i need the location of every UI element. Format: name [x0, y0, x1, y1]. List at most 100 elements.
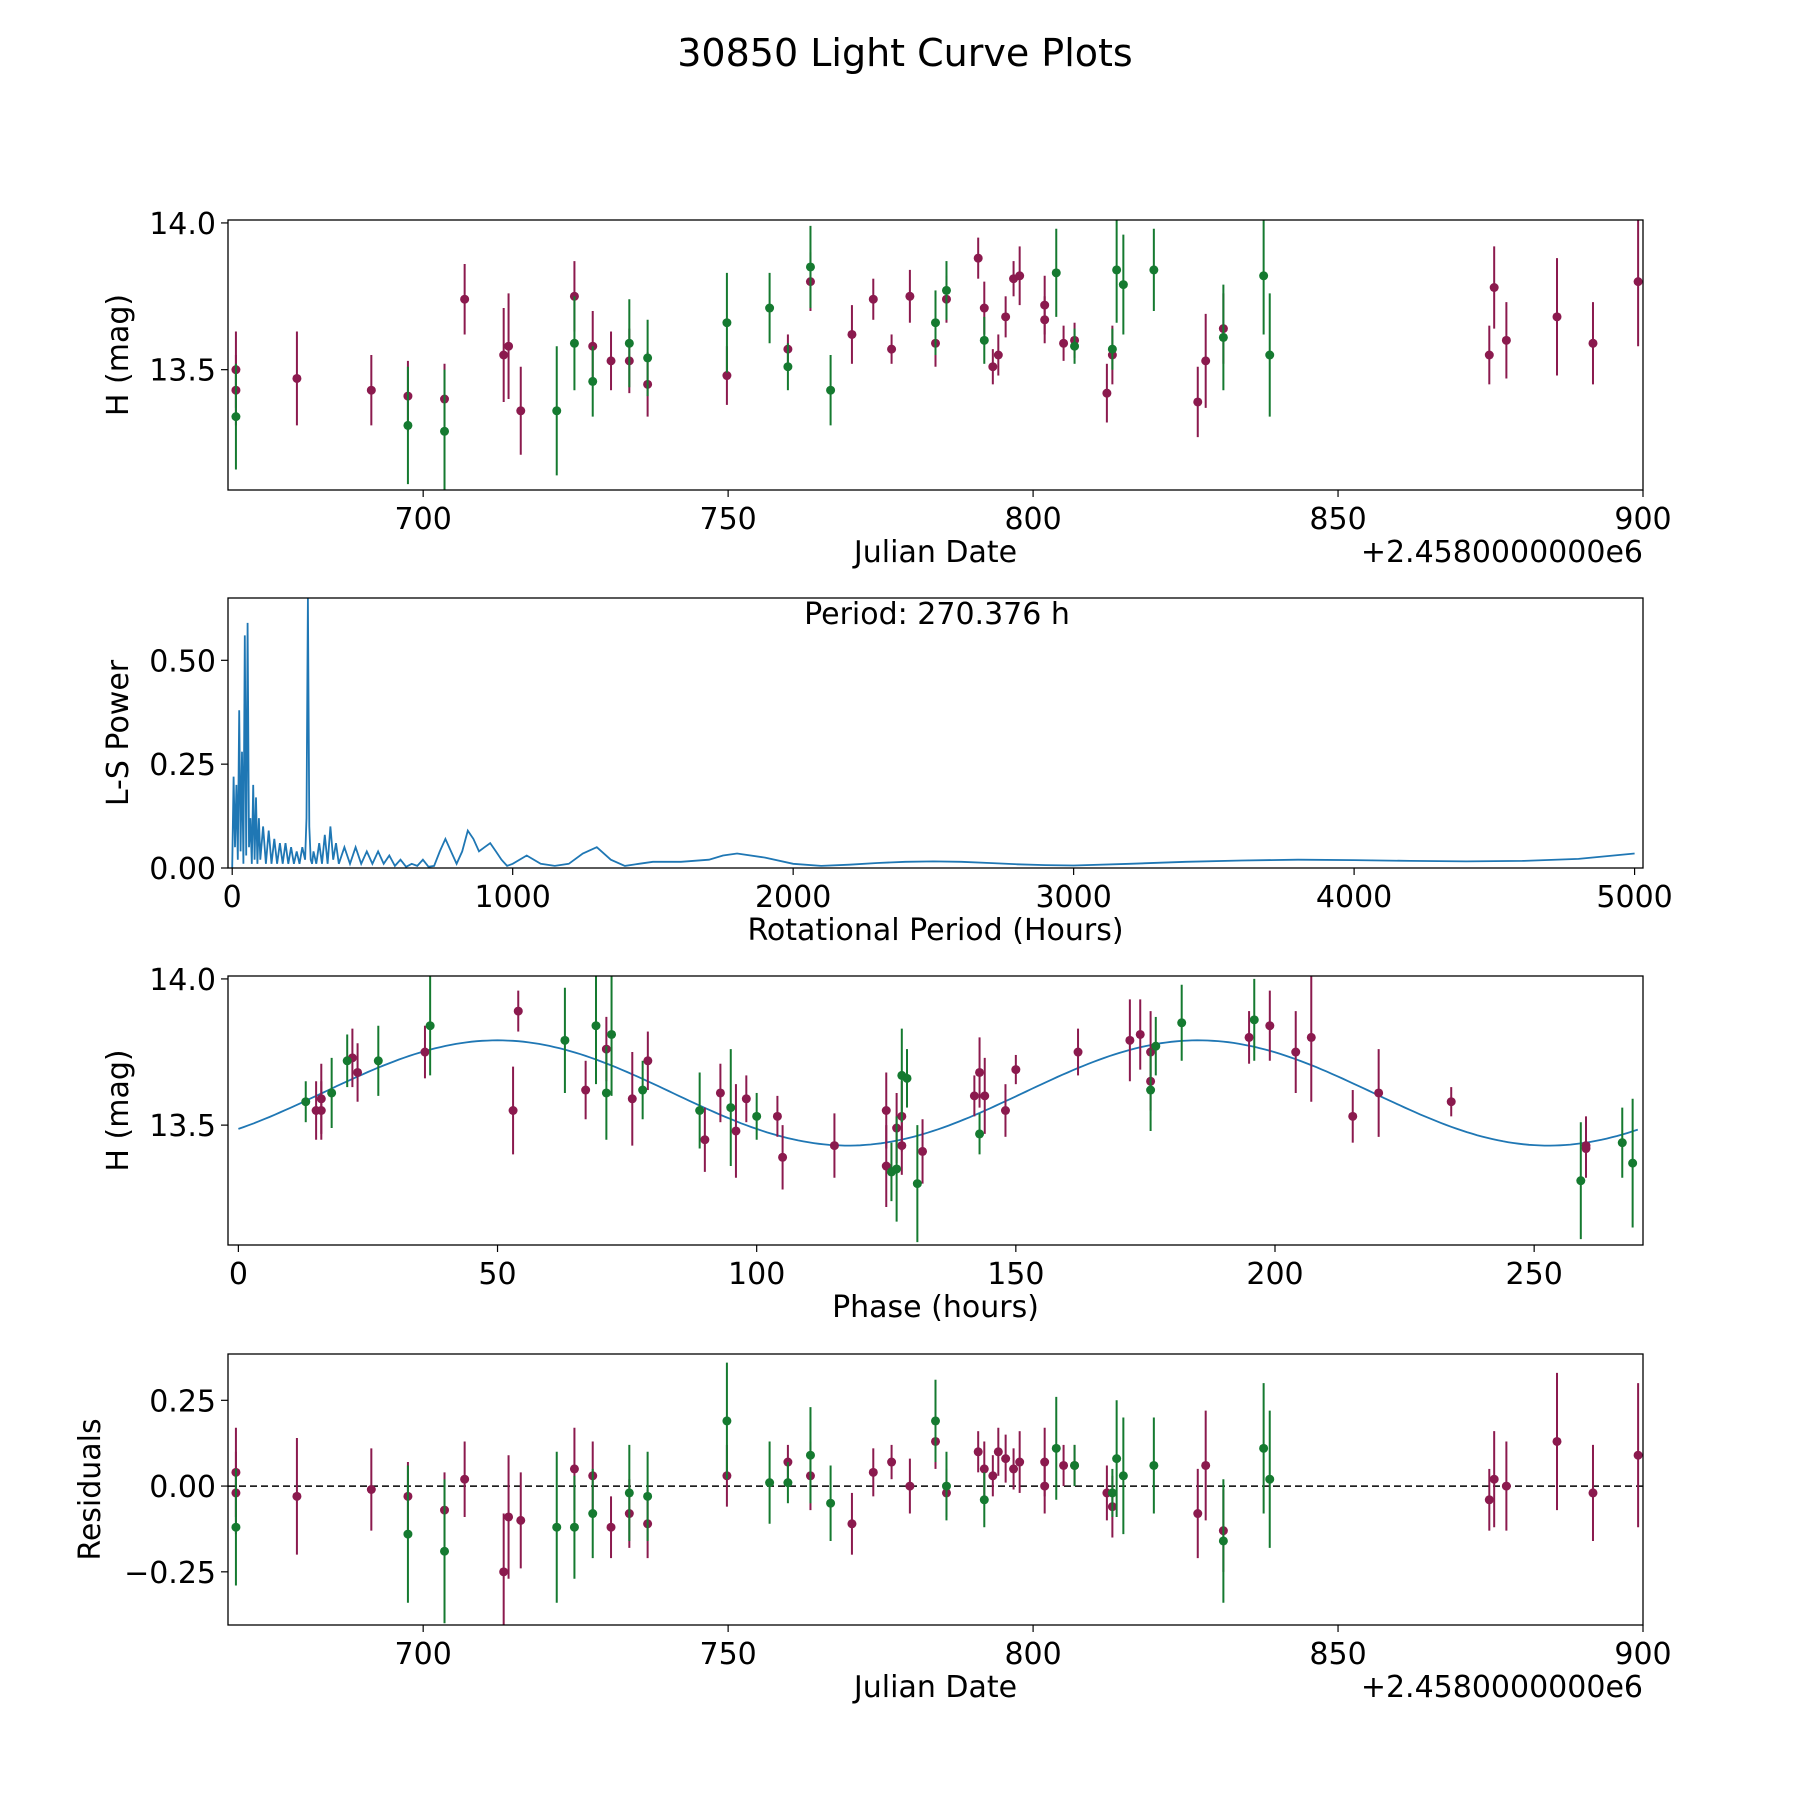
residuals-ytick-label: −0.25: [124, 1556, 216, 1591]
phasefold-point: [316, 1106, 326, 1115]
phasefold-point: [1073, 1047, 1083, 1057]
residuals-panel: 700 750 800 850 900 −0.25 0.00 0.25 Julian Date R…: [73, 1353, 1672, 1705]
lightcurve-xtick-label: 900: [1614, 502, 1671, 537]
phasefold-point: [1348, 1111, 1358, 1121]
lightcurve-point: [1149, 265, 1159, 275]
residuals-point: [569, 1522, 579, 1532]
lightcurve-point: [1059, 338, 1069, 348]
residuals-point: [1059, 1460, 1069, 1470]
phasefold-point: [902, 1073, 912, 1083]
phasefold-point: [513, 1006, 523, 1016]
lightcurve-point: [1552, 312, 1562, 322]
phasefold-xtick-label: 50: [478, 1257, 516, 1292]
lightcurve-ytick-label: 14.0: [149, 207, 216, 242]
lightcurve-point: [504, 341, 514, 351]
lightcurve-xtick-label: 700: [395, 502, 452, 537]
periodogram-xtick-label: 0: [223, 880, 242, 915]
phasefold-point: [353, 1067, 363, 1077]
residuals-data: [228, 1362, 1643, 1625]
lightcurve-point: [606, 356, 616, 366]
lightcurve-point: [1118, 280, 1128, 290]
lightcurve-frame: [227, 219, 1644, 491]
residuals-point: [1112, 1454, 1122, 1464]
phasefold-point: [918, 1146, 928, 1156]
lightcurve-xtick-label: 750: [699, 502, 756, 537]
lightcurve-point: [868, 294, 878, 304]
residuals-point: [1201, 1460, 1211, 1470]
periodogram-power-line: [231, 598, 1635, 868]
residuals-point: [231, 1522, 241, 1532]
lightcurve-offset-text: +2.4580000000e6: [1361, 535, 1643, 570]
phasefold-xtick-label: 200: [1246, 1257, 1303, 1292]
phasefold-point: [1306, 1032, 1316, 1042]
residuals-xtick-label: 750: [699, 1637, 756, 1672]
lightcurve-point: [1501, 335, 1511, 345]
phasefold-xtick-label: 150: [987, 1257, 1044, 1292]
residuals-point: [460, 1474, 470, 1484]
phasefold-point: [1374, 1088, 1384, 1098]
phasefold-point: [700, 1135, 710, 1145]
residuals-ytick-label: 0.25: [149, 1384, 216, 1419]
residuals-point: [1193, 1509, 1203, 1519]
residuals-ylabel: Residuals: [73, 1418, 108, 1560]
residuals-point: [1552, 1436, 1562, 1446]
phasefold-point: [627, 1094, 637, 1104]
lightcurve-point: [1107, 344, 1117, 354]
lightcurve-point: [973, 253, 983, 263]
phasefold-xtick-label: 100: [728, 1257, 785, 1292]
residuals-point: [826, 1498, 836, 1508]
lightcurve-point: [979, 335, 989, 345]
residuals-point: [1118, 1471, 1128, 1481]
lightcurve-point: [516, 406, 526, 416]
periodogram-xtick-label: 1000: [475, 880, 551, 915]
phasefold-point: [301, 1097, 311, 1107]
residuals-point: [499, 1567, 509, 1577]
lightcurve-point: [366, 385, 376, 395]
residuals-point: [1070, 1460, 1080, 1470]
phasefold-xtick-label: 250: [1506, 1257, 1563, 1292]
phasefold-point: [591, 1021, 601, 1031]
residuals-point: [366, 1485, 376, 1494]
phasefold-point: [373, 1056, 383, 1066]
lightcurve-point: [569, 338, 579, 348]
residuals-frame: [227, 1353, 1644, 1626]
residuals-point: [1633, 1450, 1643, 1460]
residuals-point: [1001, 1454, 1011, 1464]
phasefold-xtick-label: 0: [229, 1257, 248, 1292]
phasefold-point: [1291, 1047, 1301, 1057]
lightcurve-data: [231, 220, 1643, 490]
phasefold-point: [741, 1094, 751, 1104]
phasefold-point: [969, 1091, 979, 1101]
residuals-point: [606, 1522, 616, 1532]
residuals-point: [973, 1447, 983, 1457]
residuals-xlabel: Julian Date: [852, 1670, 1017, 1705]
lightcurve-point: [941, 285, 951, 295]
phasefold-point: [607, 1029, 617, 1039]
residuals-xtick-label: 700: [395, 1637, 452, 1672]
periodogram-ylabel: L-S Power: [101, 659, 136, 806]
residuals-point: [979, 1464, 989, 1474]
residuals-point: [868, 1467, 878, 1477]
phasefold-point: [1000, 1106, 1010, 1115]
lightcurve-ytick-label: 13.5: [149, 354, 216, 389]
lightcurve-point: [722, 318, 732, 328]
lightcurve-point: [499, 350, 509, 360]
lightcurve-point: [588, 376, 598, 386]
residuals-point: [979, 1495, 989, 1505]
lightcurve-point: [1633, 277, 1643, 287]
phasefold-point: [1617, 1138, 1627, 1148]
lightcurve-point: [847, 329, 857, 339]
phasefold-ylabel: H (mag): [101, 1049, 136, 1171]
periodogram-xlabel: Rotational Period (Hours): [747, 913, 1123, 948]
residuals-point: [1009, 1464, 1019, 1474]
phasefold-point: [1151, 1041, 1161, 1051]
lightcurve-point: [460, 294, 470, 304]
residuals-point: [805, 1450, 815, 1460]
panels: 700 750 800 850 900 13.5 14.0 Julian Date H (mag…: [73, 207, 1673, 1705]
residuals-point: [988, 1471, 998, 1481]
lightcurve-xtick-label: 850: [1309, 502, 1366, 537]
lightcurve-point: [722, 371, 732, 381]
phasefold-point: [975, 1129, 985, 1139]
lightcurve-point: [887, 344, 897, 354]
phasefold-point: [601, 1088, 611, 1098]
